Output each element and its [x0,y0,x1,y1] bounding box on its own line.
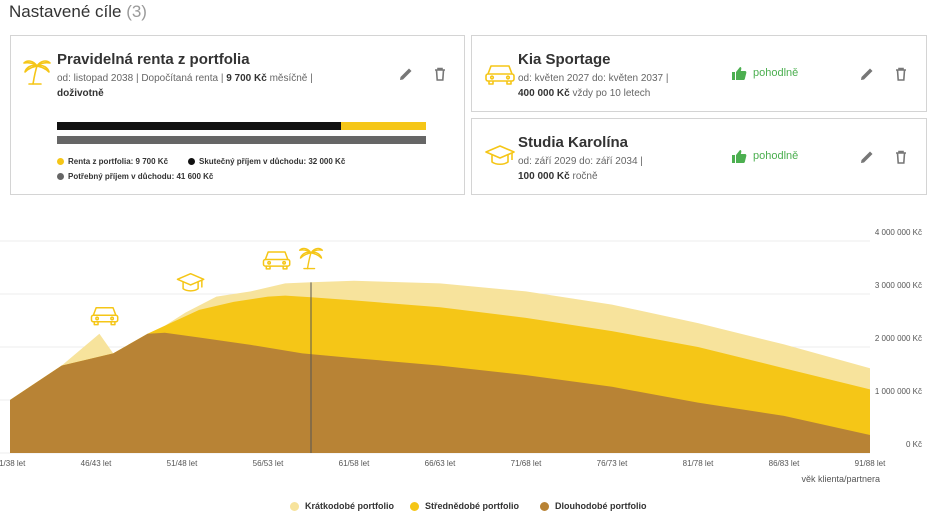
goals-count: (3) [126,2,147,21]
palm-tree-icon [21,54,53,91]
legend-dot-black [188,158,195,165]
car-icon [484,60,516,91]
x-tick-label: 91/88 let [854,459,886,468]
legend-long-label: Dlouhodobé portfolio [555,501,647,511]
status-badge: pohodlně [731,149,798,163]
x-tick-label: 76/73 let [596,459,628,468]
goal-desc-suffix: ročně [569,171,598,182]
chart-graduation-cap-icon [176,272,205,292]
goal-desc-text: od: září 2029 do: září 2034 | [518,156,643,167]
legend-actual-label: Skutečný příjem v důchodu: 32 000 Kč [199,157,346,166]
legend-long: Dlouhodobé portfolio [540,501,646,511]
goal-title: Kia Sportage [518,51,611,68]
goal-card-studia[interactable]: Studia Karolína od: září 2029 do: září 2… [471,118,927,195]
legend-medium: Střednědobé portfolio [410,501,519,511]
y-tick-label: 3 000 000 Kč [874,281,922,290]
goal-amount: 100 000 Kč [518,171,570,182]
needed-income-bar [57,136,426,144]
goal-duration: doživotně [57,88,104,99]
thumbs-up-icon [732,150,747,163]
edit-icon[interactable] [859,66,875,82]
legend-actual: Skutečný příjem v důchodu: 32 000 Kč [188,157,345,166]
goal-desc-suffix: vždy po 10 letech [569,88,651,99]
y-tick-label: 2 000 000 Kč [874,334,922,343]
legend-swatch-medium [410,501,419,511]
chart-car-icon [262,251,291,270]
x-tick-label: 41/38 let [0,459,26,468]
goal-amount: 400 000 Kč [518,88,570,99]
y-tick-label: 0 Kč [905,440,922,449]
legend-renta: Renta z portfolia: 9 700 Kč [57,157,168,166]
x-tick-label: 86/83 let [768,459,800,468]
status-label: pohodlně [753,150,799,162]
x-tick-label: 81/78 let [682,459,714,468]
x-tick-label: 61/58 let [338,459,370,468]
goal-title: Studia Karolína [518,134,629,151]
goal-title: Pravidelná renta z portfolia [57,51,250,68]
edit-icon[interactable] [398,66,414,82]
actual-income-bar [57,122,341,130]
y-tick-label: 4 000 000 Kč [874,228,922,237]
y-tick-label: 1 000 000 Kč [874,387,922,396]
status-badge: pohodlně [731,66,798,80]
goal-desc-text: od: listopad 2038 | Dopočítaná renta | [57,73,227,84]
legend-dot-gray [57,173,64,180]
chart-car-icon [90,306,119,326]
legend-swatch-long [540,501,549,511]
x-tick-label: 71/68 let [510,459,542,468]
status-label: pohodlně [753,67,799,79]
legend-short: Krátkodobé portfolio [290,501,394,511]
x-tick-label: 66/63 let [424,459,456,468]
goal-amount: 9 700 Kč [226,73,267,84]
delete-icon[interactable] [893,149,909,165]
x-tick-label: 46/43 let [80,459,112,468]
goal-card-renta[interactable]: Pravidelná renta z portfolia od: listopa… [10,35,465,195]
legend-renta-label: Renta z portfolia: 9 700 Kč [68,157,169,166]
x-tick-label: 56/53 let [252,459,284,468]
x-axis-title: věk klienta/partnera [801,474,880,484]
thumbs-up-icon [732,67,747,80]
delete-icon[interactable] [432,66,448,82]
goal-desc-text: od: květen 2027 do: květen 2037 | [518,73,669,84]
legend-needed-label: Potřebný příjem v důchodu: 41 600 Kč [68,172,214,181]
goal-card-kia[interactable]: Kia Sportage od: květen 2027 do: květen … [471,35,927,112]
area-short-portfolio [10,280,870,453]
legend-short-label: Krátkodobé portfolio [305,501,394,511]
area-medium-portfolio [10,295,870,453]
legend-dot-yellow [57,158,64,165]
page-title: Nastavené cíle (3) [9,2,147,22]
area-long-portfolio [10,332,870,453]
legend-swatch-short [290,501,299,511]
legend-medium-label: Střednědobé portfolio [425,501,519,511]
x-tick-label: 51/48 let [166,459,198,468]
legend-needed: Potřebný příjem v důchodu: 41 600 Kč [57,172,213,181]
goal-desc-suffix: měsíčně | [266,73,313,84]
goal-description: od: květen 2027 do: květen 2037 | 400 00… [518,71,738,101]
chart-palm-tree-icon [298,247,324,270]
graduation-cap-icon [484,143,516,174]
edit-icon[interactable] [859,149,875,165]
goals-title: Nastavené cíle [9,2,122,21]
goal-description: od: listopad 2038 | Dopočítaná renta | 9… [57,71,357,101]
delete-icon[interactable] [893,66,909,82]
goal-description: od: září 2029 do: září 2034 | 100 000 Kč… [518,154,738,184]
